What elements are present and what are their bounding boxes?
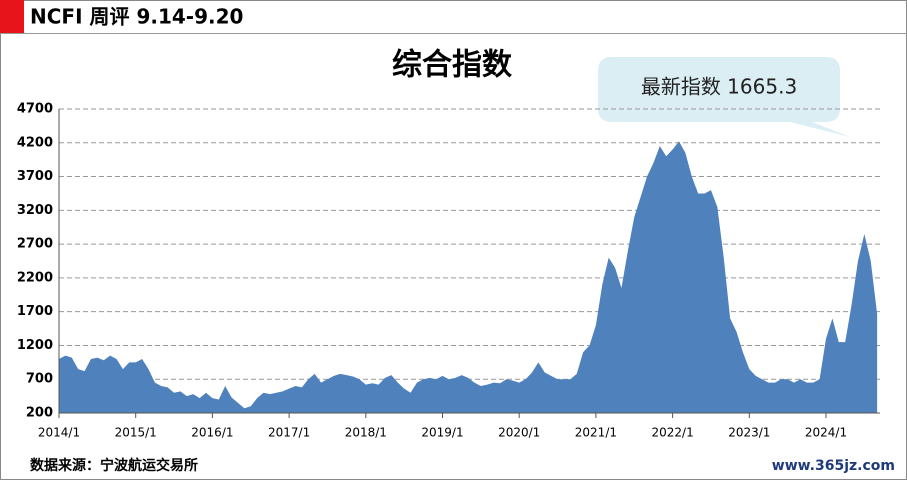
x-tick-label: 2023/1 (728, 426, 770, 440)
y-tick-label: 3700 (17, 169, 53, 184)
y-tick-label: 1700 (17, 304, 53, 319)
y-tick-label: 3200 (17, 203, 53, 218)
chart-title: 综合指数 (392, 48, 513, 83)
x-tick-label: 2018/1 (345, 426, 387, 440)
x-tick-label: 2019/1 (421, 426, 463, 440)
website: www.365jz.com (772, 458, 895, 474)
annotation: 最新指数 1665.3 (641, 75, 797, 99)
area (59, 141, 878, 413)
x-tick-label: 2024/1 (805, 426, 847, 440)
source: 数据来源：宁波航运交易所 (30, 457, 198, 474)
y-tick-label: 700 (26, 372, 53, 387)
y-tick-label: 200 (26, 406, 53, 421)
x-tick-label: 2022/1 (651, 426, 693, 440)
x-tick-label: 2016/1 (191, 426, 233, 440)
x-tick-label: 2020/1 (498, 426, 540, 440)
x-tick-label: 2021/1 (575, 426, 617, 440)
x-tick-label: 2017/1 (268, 426, 310, 440)
header-mark (0, 0, 24, 33)
header-title: NCFI 周评 9.14-9.20 (30, 5, 243, 29)
y-tick-label: 4700 (17, 102, 53, 117)
y-tick-label: 2200 (17, 270, 53, 285)
x-tick-label: 2015/1 (115, 426, 157, 440)
y-tick-label: 2700 (17, 237, 53, 252)
callout (598, 57, 850, 137)
x-tick-label: 2014/1 (38, 426, 80, 440)
y-tick-label: 1200 (17, 338, 53, 353)
y-tick-label: 4200 (17, 135, 53, 150)
